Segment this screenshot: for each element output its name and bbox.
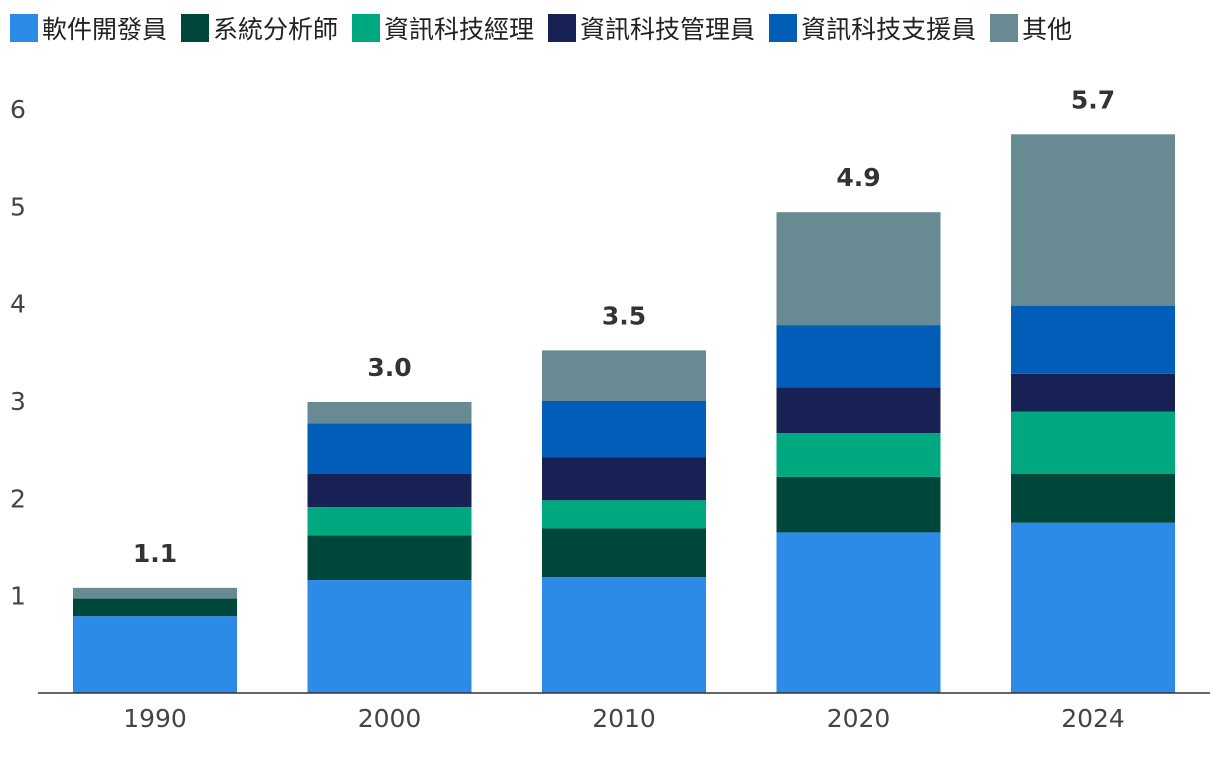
bar-segment-other-2020 — [776, 212, 941, 326]
total-label-2000: 3.0 — [367, 353, 411, 382]
x-tick-label-2010: 2010 — [592, 704, 656, 733]
legend-label-it-support: 資訊科技支援員 — [801, 15, 977, 44]
bar-segment-systems-analyst-2020 — [776, 476, 941, 533]
y-tick-label: 1 — [10, 582, 26, 611]
y-axis: 1 2 3 4 5 6 — [10, 95, 26, 611]
total-label-2010: 3.5 — [602, 301, 646, 330]
legend-swatch-it-manager — [352, 14, 381, 42]
bar-segment-it-support-2020 — [776, 325, 941, 388]
bar-segment-software-developer-2000 — [307, 580, 472, 693]
bar-segment-other-2010 — [542, 350, 706, 401]
legend-item-it-manager: 資訊科技經理 — [352, 10, 534, 46]
legend-label-systems-analyst: 系統分析師 — [213, 15, 339, 44]
legend-swatch-systems-analyst — [181, 14, 210, 42]
legend-swatch-it-support — [769, 14, 798, 42]
y-tick-label: 6 — [10, 95, 26, 124]
legend-label-it-manager: 資訊科技經理 — [384, 15, 535, 44]
legend-item-systems-analyst: 系統分析師 — [181, 10, 338, 46]
legend-item-it-administrator: 資訊科技管理員 — [548, 10, 755, 46]
bar-segment-other-2000 — [307, 401, 472, 424]
legend-item-it-support: 資訊科技支援員 — [769, 10, 976, 46]
x-tick-label-2000: 2000 — [358, 704, 422, 733]
x-tick-label-2024: 2024 — [1061, 704, 1125, 733]
bar-segment-it-manager-2024 — [1011, 411, 1175, 474]
legend-swatch-it-administrator — [548, 14, 577, 42]
total-label-2024: 5.7 — [1071, 85, 1115, 114]
bar-segment-it-manager-2020 — [776, 433, 941, 477]
bar-segment-it-administrator-2024 — [1011, 373, 1175, 412]
legend-label-other: 其他 — [1022, 15, 1073, 44]
bar-segment-systems-analyst-2000 — [307, 535, 472, 581]
legend-label-it-administrator: 資訊科技管理員 — [580, 15, 756, 44]
legend: 軟件開發員 系統分析師 資訊科技經理 資訊科技管理員 資訊科技支援員 其他 — [10, 8, 1086, 48]
legend-swatch-software-developer — [10, 14, 38, 42]
bar-segment-it-support-2000 — [307, 423, 472, 474]
bar-segment-software-developer-2020 — [776, 532, 941, 693]
legend-swatch-other — [990, 14, 1019, 42]
bar-segment-it-support-2010 — [542, 401, 706, 458]
bar-segment-other-1990 — [73, 587, 237, 599]
bar-segment-it-support-2024 — [1011, 305, 1175, 374]
x-tick-label-1990: 1990 — [123, 704, 187, 733]
legend-item-other: 其他 — [990, 10, 1072, 46]
bar-segment-it-administrator-2010 — [542, 457, 706, 501]
bar-segment-it-manager-2010 — [542, 500, 706, 529]
total-labels: 1.1 3.0 3.5 4.9 5.7 — [133, 85, 1115, 568]
bar-segment-software-developer-2024 — [1011, 522, 1175, 693]
y-tick-label: 3 — [10, 387, 26, 416]
bar-segment-software-developer-2010 — [542, 577, 706, 693]
x-tick-label-2020: 2020 — [827, 704, 891, 733]
bar-segment-it-administrator-2000 — [307, 474, 472, 508]
bar-segment-systems-analyst-2024 — [1011, 474, 1175, 523]
bar-segment-other-2024 — [1011, 134, 1175, 306]
total-label-2020: 4.9 — [836, 163, 880, 192]
legend-label-software-developer: 軟件開發員 — [42, 15, 168, 44]
bars — [73, 134, 1175, 693]
legend-item-software-developer: 軟件開發員 — [10, 10, 167, 46]
bar-segment-software-developer-1990 — [73, 616, 237, 693]
bar-segment-it-administrator-2020 — [776, 387, 941, 434]
x-axis: 1990 2000 2010 2020 2024 — [123, 704, 1125, 733]
total-label-1990: 1.1 — [133, 539, 177, 568]
bar-segment-systems-analyst-1990 — [73, 598, 237, 617]
y-tick-label: 4 — [10, 290, 26, 319]
y-tick-label: 5 — [10, 192, 26, 221]
bar-segment-it-manager-2000 — [307, 507, 472, 536]
bar-segment-systems-analyst-2010 — [542, 528, 706, 578]
y-tick-label: 2 — [10, 484, 26, 513]
